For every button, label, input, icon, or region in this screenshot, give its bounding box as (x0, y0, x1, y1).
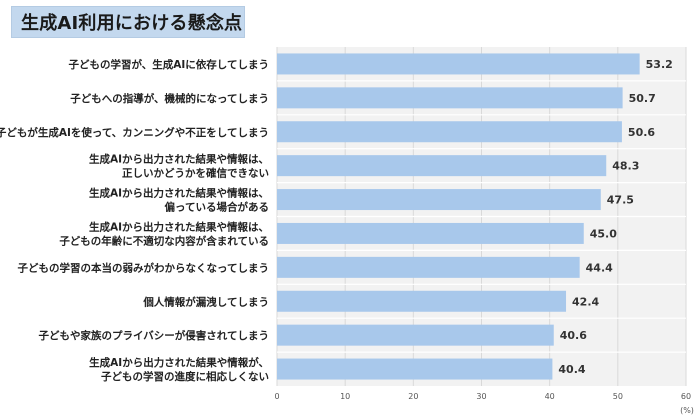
x-tick-label: 50 (613, 392, 623, 401)
x-axis-unit-label: (%) (680, 406, 694, 415)
bar (277, 121, 622, 143)
data-label: 44.4 (586, 261, 613, 274)
bar (277, 324, 554, 346)
category-label: 生成AIから出力された結果や情報は、 (89, 187, 269, 200)
data-label: 45.0 (590, 227, 617, 240)
category-label: 子どもの年齢に不適切な内容が含まれている (59, 234, 269, 247)
data-label: 47.5 (607, 194, 634, 207)
bar (277, 290, 567, 312)
bar (277, 53, 640, 75)
data-label: 42.4 (572, 295, 599, 308)
category-label: 生成AIから出力された結果や情報は、 (89, 220, 269, 233)
bar (277, 358, 553, 380)
bar (277, 222, 584, 244)
category-label: 正しいかどうかを確信できない (122, 167, 269, 180)
category-label: 個人情報が漏洩してしまう (142, 295, 269, 308)
data-label: 40.6 (560, 329, 587, 342)
x-tick-label: 0 (274, 392, 279, 401)
x-tick-label: 40 (545, 392, 555, 401)
data-label: 50.6 (628, 126, 655, 139)
bar (277, 256, 580, 278)
bar (277, 155, 607, 177)
x-tick-label: 10 (340, 392, 350, 401)
chart-title: 生成AI利用における懸念点 (21, 13, 243, 34)
category-label: 子どもの学習の進度に相応しくない (101, 370, 269, 383)
chart-title-box: 生成AI利用における懸念点 (11, 6, 245, 38)
data-label: 53.2 (646, 58, 673, 71)
x-tick-label: 60 (681, 392, 691, 401)
data-label: 50.7 (629, 92, 656, 105)
category-label: 子どもや家族のプライバシーが侵害されてしまう (39, 329, 269, 342)
bar (277, 87, 623, 109)
category-label: 生成AIから出力された結果や情報は、 (89, 153, 269, 166)
bar (277, 189, 601, 211)
x-tick-label: 30 (476, 392, 486, 401)
category-label: 子どもが生成AIを使って、カンニングや不正をしてしまう (0, 126, 269, 139)
category-label: 子どもの学習の本当の弱みがわからなくなってしまう (18, 261, 269, 274)
data-label: 48.3 (612, 160, 639, 173)
data-label: 40.4 (558, 363, 585, 376)
category-label: 子どもへの指導が、機械的になってしまう (70, 92, 269, 105)
category-label: 偏っている場合がある (165, 201, 269, 214)
x-tick-label: 20 (408, 392, 418, 401)
category-label: 子どもの学習が、生成AIに依存してしまう (68, 58, 269, 71)
category-label: 生成AIから出力された結果や情報が、 (89, 356, 269, 369)
